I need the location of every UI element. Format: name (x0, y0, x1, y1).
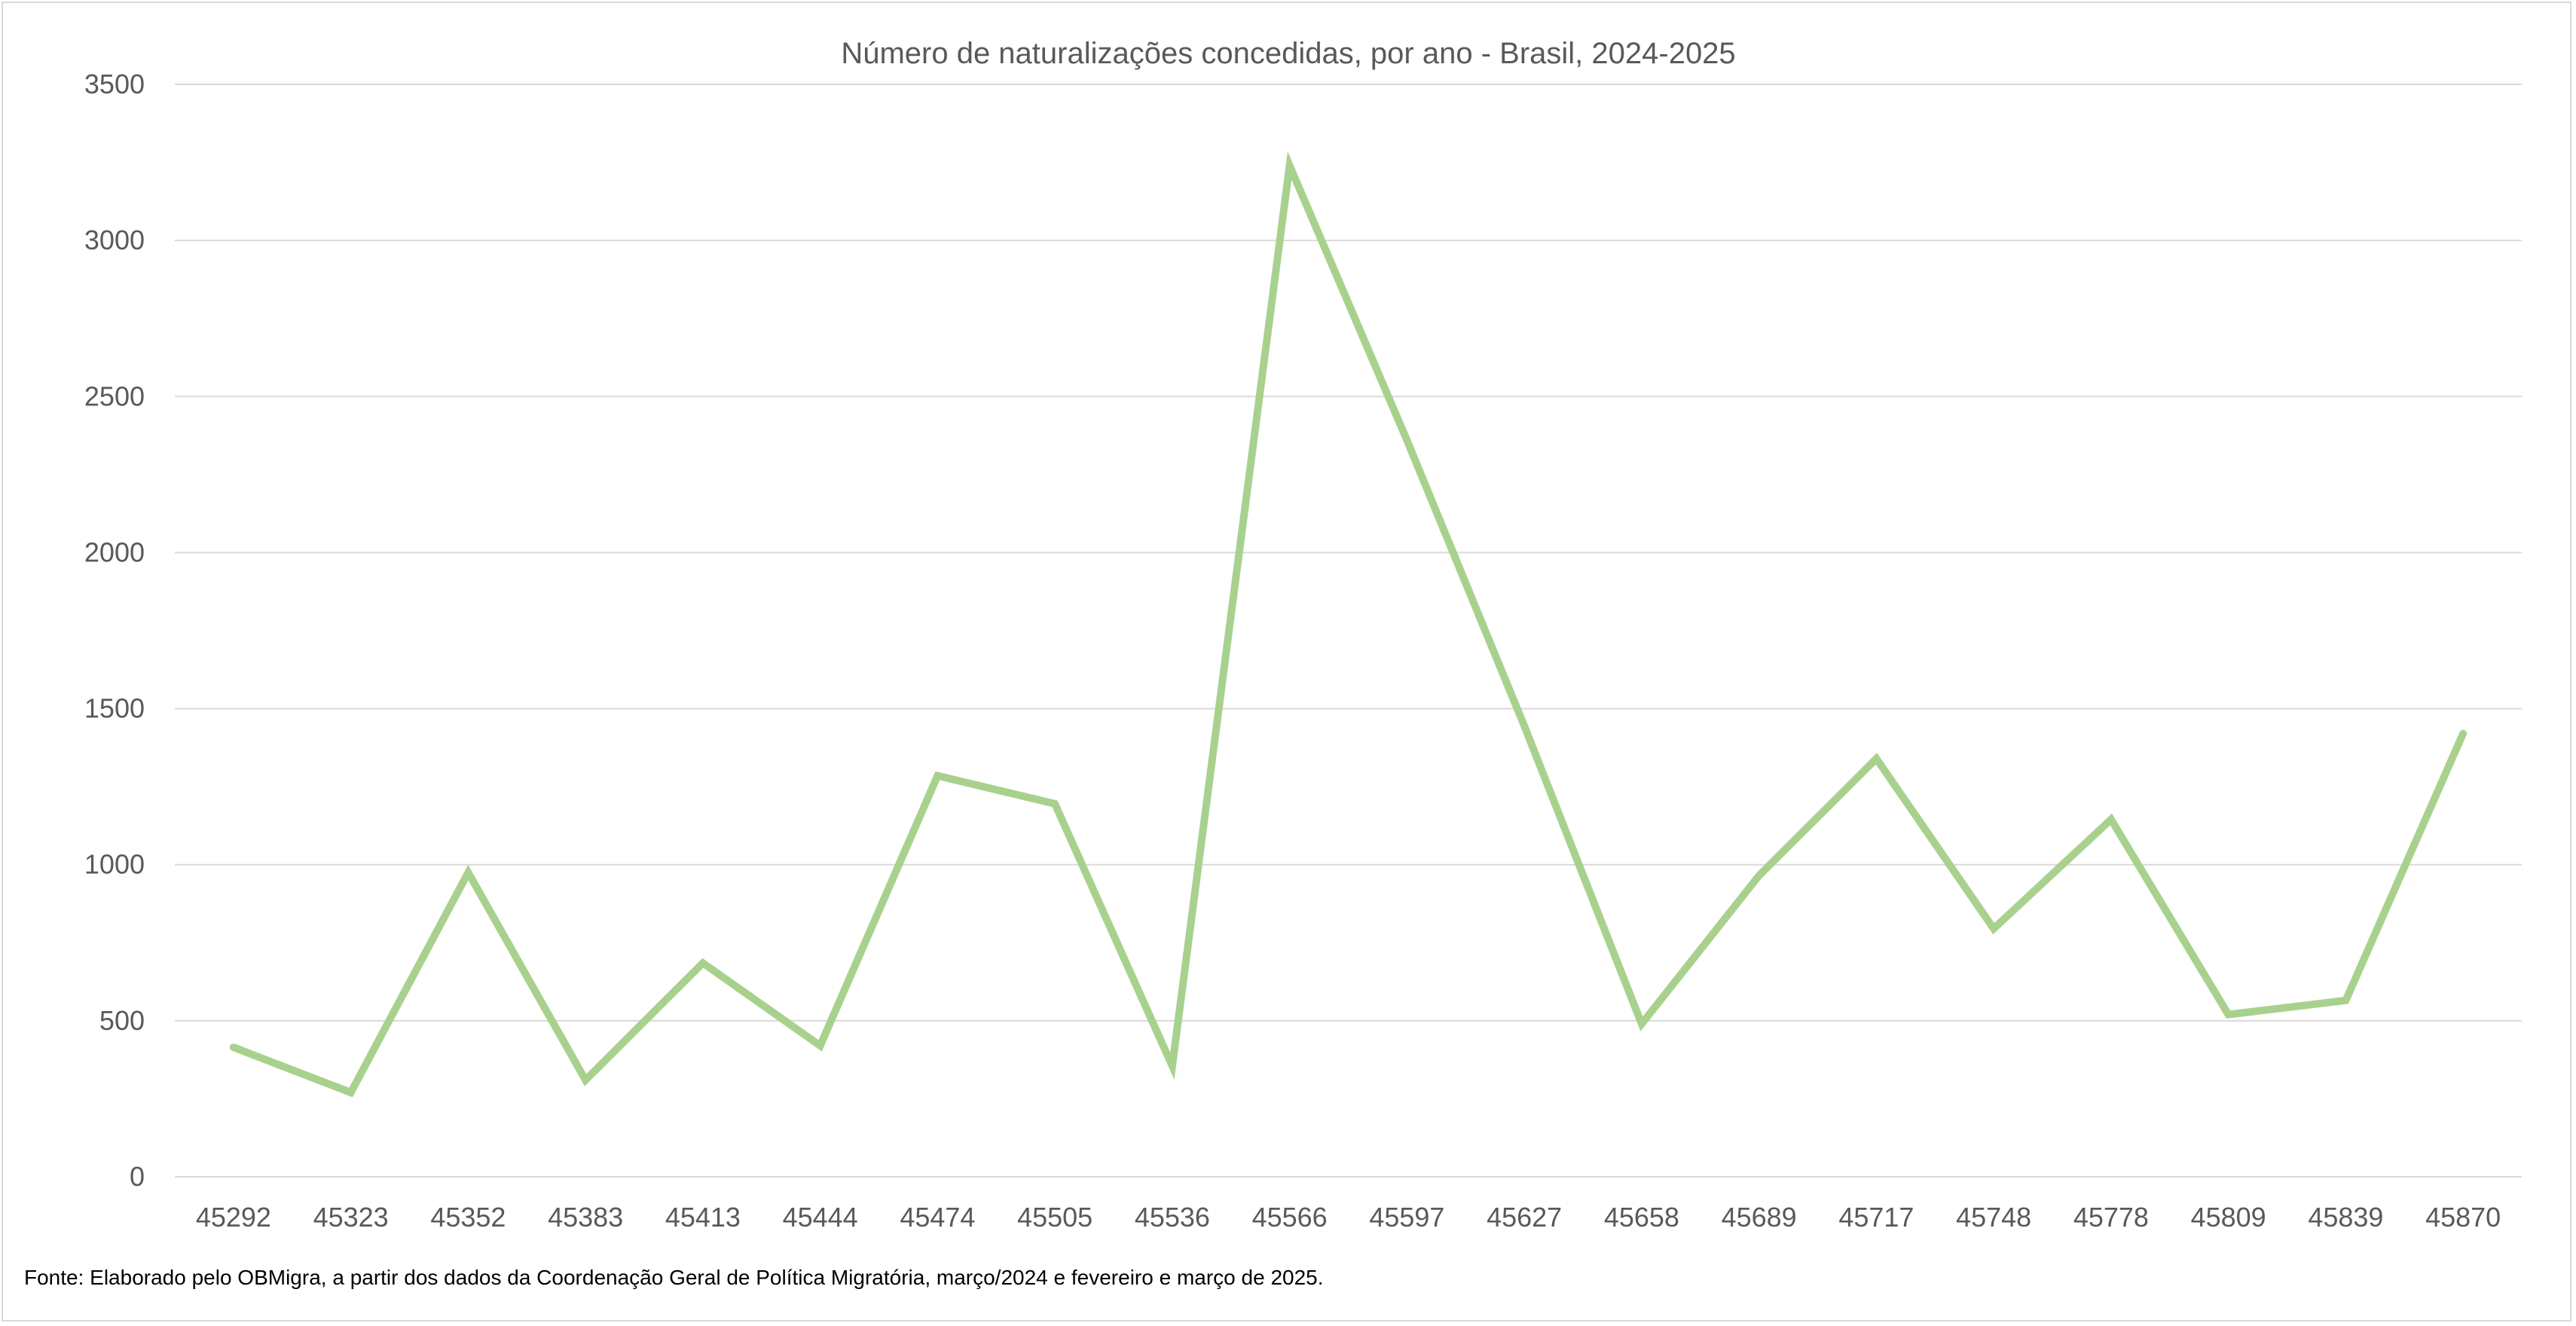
x-axis-ticks: 45292 45323 45352 45383 45413 45444 45474 45505… (196, 1202, 2501, 1233)
x-tick-label: 45870 (2425, 1202, 2501, 1233)
y-tick-label: 500 (99, 1005, 145, 1036)
line-chart: Número de naturalizações concedidas, por… (84, 37, 2522, 1233)
x-tick-label: 45352 (430, 1202, 506, 1233)
x-tick-label: 45839 (2308, 1202, 2383, 1233)
x-tick-label: 45778 (2073, 1202, 2149, 1233)
x-tick-label: 45566 (1252, 1202, 1328, 1233)
y-tick-label: 1000 (84, 849, 145, 880)
y-tick-label: 1500 (84, 693, 145, 724)
y-axis-ticks: 0 500 1000 1500 2000 2500 3000 3500 (84, 69, 145, 1192)
x-tick-label: 45536 (1135, 1202, 1210, 1233)
x-tick-label: 45658 (1604, 1202, 1679, 1233)
series-layer (229, 151, 2468, 1098)
y-tick-label: 2000 (84, 536, 145, 567)
x-tick-label: 45597 (1369, 1202, 1444, 1233)
y-tick-label: 0 (130, 1161, 145, 1192)
x-tick-label: 45627 (1487, 1202, 1562, 1233)
x-tick-label: 45809 (2191, 1202, 2266, 1233)
x-tick-label: 45323 (313, 1202, 389, 1233)
series-line (229, 151, 2468, 1098)
y-tick-label: 3000 (84, 225, 145, 255)
y-tick-label: 2500 (84, 380, 145, 411)
gridlines (175, 84, 2522, 1178)
x-tick-label: 45717 (1838, 1202, 1914, 1233)
x-tick-label: 45689 (1722, 1202, 1797, 1233)
x-tick-label: 45383 (548, 1202, 623, 1233)
y-tick-label: 3500 (84, 69, 145, 99)
chart-title: Número de naturalizações concedidas, por… (841, 37, 1735, 70)
x-tick-label: 45292 (196, 1202, 271, 1233)
x-tick-label: 45748 (1956, 1202, 2031, 1233)
x-tick-label: 45413 (665, 1202, 741, 1233)
x-tick-label: 45474 (900, 1202, 975, 1233)
source-footnote: Fonte: Elaborado pelo OBMigra, a partir … (24, 1266, 1324, 1289)
x-tick-label: 45505 (1017, 1202, 1092, 1233)
x-tick-label: 45444 (783, 1202, 858, 1233)
